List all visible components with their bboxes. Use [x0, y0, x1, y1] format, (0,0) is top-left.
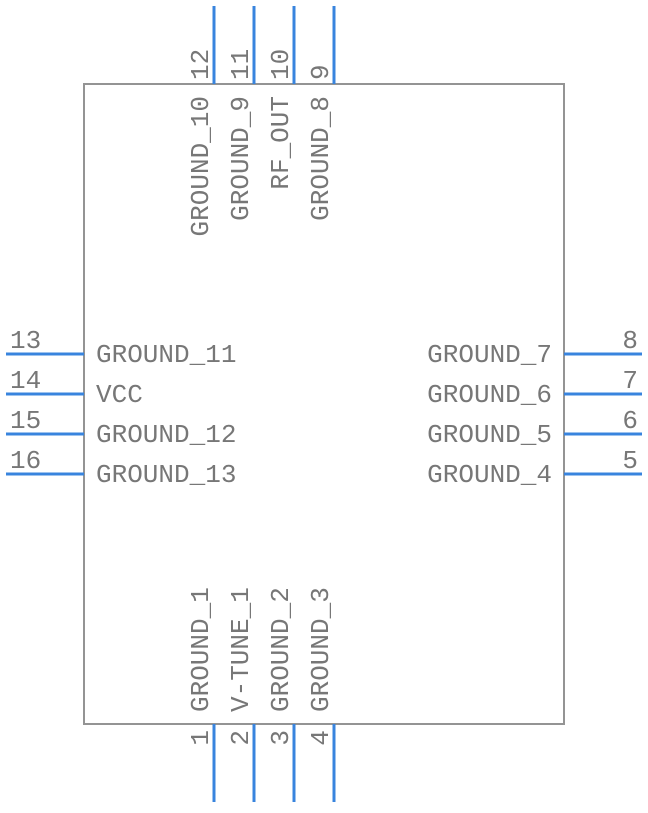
pin-number: 5: [622, 446, 638, 476]
pin-label: GROUND_13: [96, 460, 236, 490]
pin-number: 14: [10, 366, 41, 396]
pin-number: 6: [622, 406, 638, 436]
pin-label: GROUND_11: [96, 340, 236, 370]
pin-label: GROUND_2: [266, 587, 296, 712]
pin-number: 13: [10, 326, 41, 356]
pin-label: GROUND_7: [427, 340, 552, 370]
pin-number: 15: [10, 406, 41, 436]
pin-number: 11: [226, 49, 256, 80]
pin-label: RF_OUT: [266, 96, 296, 190]
pin-number: 2: [226, 730, 256, 746]
schematic-symbol: 12 GROUND_10 11 GROUND_9 10 RF_OUT 9 GROUND_8 1 G…: [0, 0, 648, 808]
pin-label: GROUND_5: [427, 420, 552, 450]
pin-number: 1: [186, 730, 216, 746]
pin-label: GROUND_8: [306, 96, 336, 221]
pin-label: V-TUNE_1: [226, 587, 256, 712]
pin-label: GROUND_12: [96, 420, 236, 450]
pin-number: 8: [622, 326, 638, 356]
pin-label: GROUND_3: [306, 587, 336, 712]
pin-number: 9: [306, 64, 336, 80]
pin-number: 3: [266, 730, 296, 746]
pin-label: GROUND_10: [186, 96, 216, 236]
pin-number: 7: [622, 366, 638, 396]
pin-number: 16: [10, 446, 41, 476]
pin-label: GROUND_9: [226, 96, 256, 221]
pin-label: VCC: [96, 380, 143, 410]
pin-label: GROUND_6: [427, 380, 552, 410]
pin-number: 12: [186, 49, 216, 80]
pin-label: GROUND_4: [427, 460, 552, 490]
pin-number: 10: [266, 49, 296, 80]
pin-number: 4: [306, 730, 336, 746]
pin-label: GROUND_1: [186, 587, 216, 712]
